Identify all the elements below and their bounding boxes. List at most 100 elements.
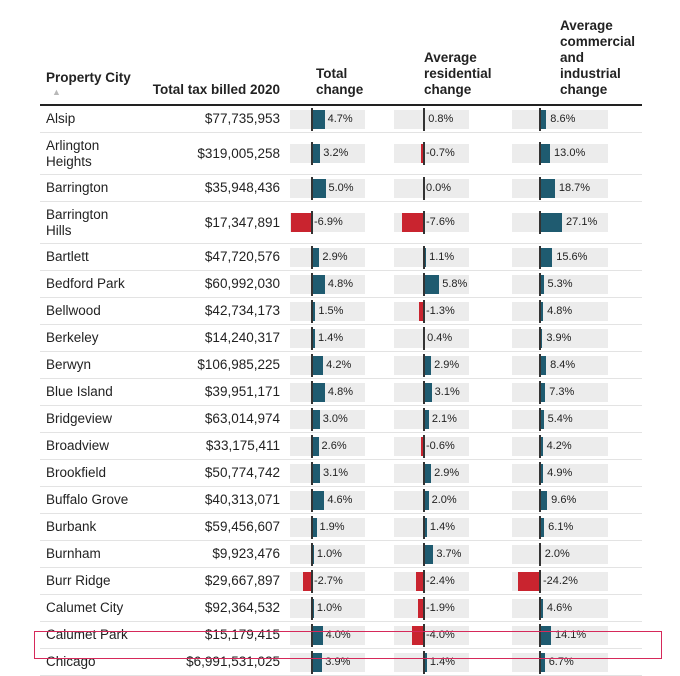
total-tax-cell: $39,951,171 [150,378,290,406]
city-name: Brookfield [46,465,107,480]
bar-track [394,463,469,483]
city-cell: Barrington [40,174,150,202]
table-row: Blue Island $39,951,171 4.8% 3.1% 7.3% [40,378,642,406]
city-cell: Calumet City [40,594,150,622]
table-body: Alsip $77,735,953 4.7% 0.8% 8.6% Arlington Hei… [40,105,642,676]
com-change-cell: 14.1% [512,621,642,649]
city-name: Berkeley [46,330,99,345]
total-change-value: 3.9% [325,655,351,668]
city-name: Broadview [46,438,110,453]
header-total-line: change [316,82,364,97]
city-name: Hills [46,222,72,238]
total-tax-cell: $77,735,953 [150,105,290,133]
total-change-value: 4.7% [327,112,353,125]
total-change-value: 1.4% [318,331,344,344]
zero-line [423,353,425,377]
zero-line [539,380,541,404]
total-change-value: 4.0% [325,628,351,641]
table-row: Burbank $59,456,607 1.9% 1.4% 6.1% [40,513,642,541]
total-tax-cell: $15,179,415 [150,621,290,649]
bar-track [290,517,365,537]
bar-track [512,274,608,294]
city-cell: Calumet Park [40,621,150,649]
total-change-value: 3.2% [323,147,349,159]
header-residential-change[interactable]: Average residential change [394,18,512,106]
zero-line [311,380,313,404]
total-change-value: 4.2% [326,358,352,371]
bar-track [290,625,365,645]
res-change-value: -2.4% [426,574,455,587]
total-change-bar [311,274,325,294]
com-change-cell: 4.9% [512,459,642,487]
total-change-bar [311,301,316,321]
res-change-bar [423,247,427,267]
total-change-cell: 4.7% [290,105,394,133]
com-change-value: 8.6% [550,112,576,125]
com-change-value: 6.1% [548,520,574,533]
res-change-value: -4.0% [426,628,455,641]
header-commercial-change[interactable]: Average commercial and industrial change [512,18,642,106]
res-change-bar [421,144,423,163]
city-name: Barrington [46,206,109,222]
city-cell: Barrington Hills [40,201,150,244]
bar-track [512,517,608,537]
header-property-city[interactable]: Property City ▲ [40,18,150,106]
header-total-tax[interactable]: Total tax billed 2020 [150,18,290,106]
com-change-value: 6.7% [548,655,574,668]
total-change-cell: 4.2% [290,351,394,379]
total-tax-cell: $14,240,317 [150,324,290,352]
com-change-cell: 13.0% [512,132,642,175]
bar-track [290,355,365,375]
city-cell: Bartlett [40,243,150,271]
bar-track [290,463,365,483]
res-change-value: 0.0% [426,181,452,194]
res-change-cell: 0.8% [394,105,512,133]
zero-line [423,542,425,566]
res-change-cell: 2.9% [394,459,512,487]
com-change-cell: 18.7% [512,174,642,202]
res-change-cell: 2.0% [394,486,512,514]
total-change-cell: 1.0% [290,594,394,622]
total-tax-cell: $319,005,258 [150,132,290,175]
zero-line [539,596,541,620]
res-change-value: -1.9% [426,601,455,614]
zero-line [423,650,425,674]
com-change-bar [539,328,543,348]
com-change-cell: 15.6% [512,243,642,271]
res-change-cell: -0.7% [394,132,512,175]
table-row: Bridgeview $63,014,974 3.0% 2.1% 5.4% [40,405,642,433]
city-cell: Alsip [40,105,150,133]
com-change-value: 18.7% [558,181,591,194]
zero-line [423,299,425,323]
total-change-value: -2.7% [314,574,343,587]
zero-line [311,353,313,377]
bar-track [394,328,469,348]
total-change-value: 2.6% [321,439,347,452]
bar-track [290,178,365,198]
zero-line [539,623,541,647]
total-change-bar [311,178,326,198]
bar-track [512,625,608,645]
total-change-bar [311,625,323,645]
zero-line [423,407,425,431]
com-change-bar [539,652,545,672]
bar-track [394,409,469,429]
zero-line [423,211,425,234]
bar-track [290,328,365,348]
header-total-change[interactable]: Total change [290,18,394,106]
sort-ascending-icon[interactable]: ▲ [52,87,61,97]
bar-track [394,652,469,672]
res-change-cell: 2.1% [394,405,512,433]
res-change-value: -1.3% [426,304,455,317]
city-name: Bedford Park [46,276,125,291]
res-change-bar [423,544,434,564]
total-change-bar [290,213,311,232]
bar-track [394,436,469,456]
com-change-cell: 8.6% [512,105,642,133]
zero-line [311,176,313,200]
city-cell: Blue Island [40,378,150,406]
total-tax-cell: $35,948,436 [150,174,290,202]
total-tax-cell: $92,364,532 [150,594,290,622]
zero-line [539,434,541,458]
zero-line [539,176,541,200]
